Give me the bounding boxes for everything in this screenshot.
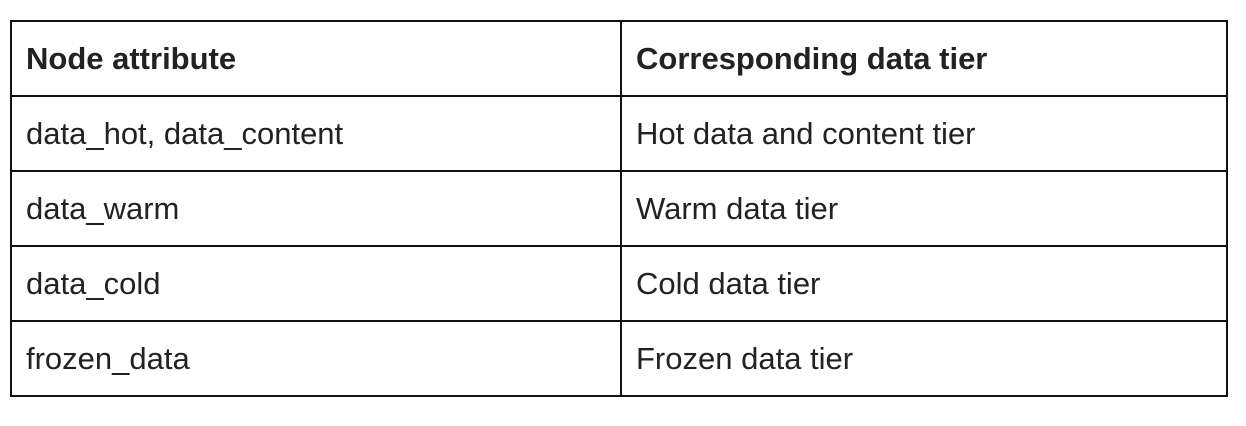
cell-data-tier: Frozen data tier: [620, 320, 1228, 397]
header-data-tier: Corresponding data tier: [620, 20, 1228, 97]
header-node-attribute: Node attribute: [10, 20, 622, 97]
cell-data-tier: Cold data tier: [620, 245, 1228, 322]
table-row: frozen_data Frozen data tier: [10, 320, 1228, 397]
table-row: data_warm Warm data tier: [10, 170, 1228, 247]
header-row: Node attribute Corresponding data tier: [10, 20, 1228, 97]
data-tier-table: Node attribute Corresponding data tier d…: [10, 20, 1228, 397]
cell-node-attribute: data_cold: [10, 245, 622, 322]
cell-data-tier: Warm data tier: [620, 170, 1228, 247]
table-row: data_cold Cold data tier: [10, 245, 1228, 322]
cell-node-attribute: data_hot, data_content: [10, 95, 622, 172]
cell-data-tier: Hot data and content tier: [620, 95, 1228, 172]
table-row: data_hot, data_content Hot data and cont…: [10, 95, 1228, 172]
cell-node-attribute: frozen_data: [10, 320, 622, 397]
cell-node-attribute: data_warm: [10, 170, 622, 247]
